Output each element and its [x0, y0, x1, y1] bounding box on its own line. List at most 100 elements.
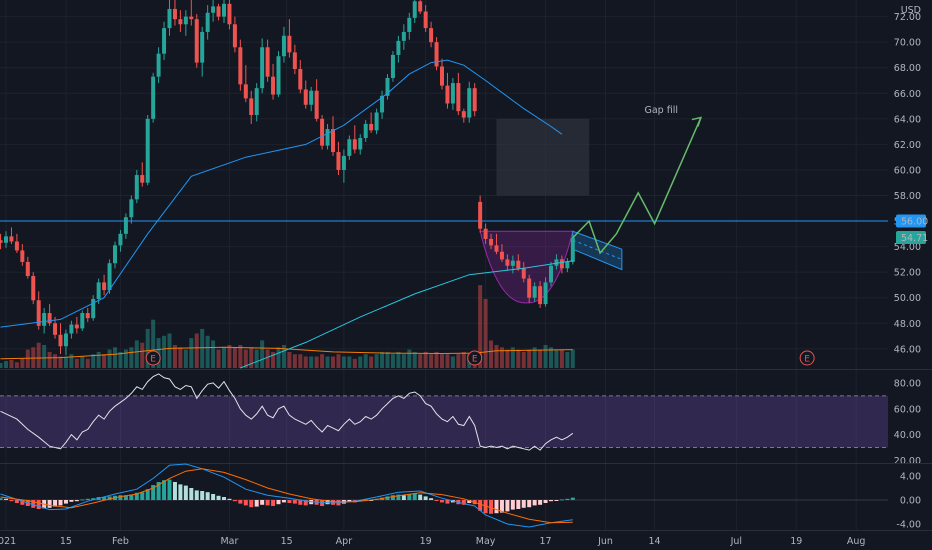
price-panel[interactable]: Gap fill E E E — [0, 0, 888, 530]
candle-body — [4, 236, 8, 243]
macd-hist-bar — [483, 500, 488, 514]
volume-bar — [118, 351, 123, 368]
macd-hist-bar — [412, 493, 417, 500]
candle-body — [0, 240, 3, 243]
candle-body — [232, 24, 237, 48]
volume-bar — [14, 362, 19, 368]
candle-body — [380, 95, 385, 113]
volume-bar — [80, 356, 85, 368]
volume-bar — [549, 347, 553, 368]
volume-bar — [494, 345, 499, 368]
macd-hist-bar — [510, 500, 515, 510]
macd-hist-bar — [107, 496, 112, 500]
volume-bar — [69, 354, 74, 368]
rsi-tick-label: 60.00 — [894, 404, 921, 415]
candle-body — [516, 260, 521, 269]
time-axis[interactable]: 2021 15 Feb Mar 15 Apr 19 May 17 Jun 14 Jul 19 Aug — [0, 536, 865, 547]
time-tick-label: Mar — [220, 536, 238, 547]
price-tick-label: 54.00 — [894, 242, 921, 253]
volume-bar — [456, 354, 461, 368]
macd-hist-bar — [167, 479, 172, 500]
macd-panel[interactable]: -4.00 0.00 4.00 — [0, 463, 921, 531]
macd-hist-bar — [461, 500, 466, 505]
macd-hist-bar — [549, 500, 553, 502]
volume-bar — [102, 354, 107, 368]
macd-hist-bar — [178, 484, 183, 500]
macd-hist-bar — [445, 500, 450, 504]
candle-body — [369, 123, 374, 131]
candle-body — [472, 88, 477, 112]
volume-bar — [440, 354, 444, 368]
candle-body — [510, 260, 515, 266]
volume-bar — [516, 349, 521, 368]
earnings-letter: E — [804, 355, 810, 365]
volume-bar — [113, 347, 117, 368]
time-tick-label: Aug — [847, 536, 866, 547]
last-price-tag: 54.71 — [896, 231, 928, 245]
channel-midline — [572, 239, 623, 260]
rsi-line — [0, 373, 574, 451]
volume-bar — [554, 349, 559, 368]
earnings-marker[interactable]: E — [799, 350, 815, 366]
macd-hist-bar — [287, 500, 292, 503]
volume-bar — [74, 358, 79, 368]
candle-body — [42, 313, 47, 326]
volume-bar — [478, 285, 483, 368]
candle-body — [145, 118, 150, 183]
candle-body — [341, 155, 346, 170]
macd-hist-bar — [418, 494, 423, 500]
candle-body — [200, 31, 205, 63]
macd-hist-bar — [363, 499, 368, 501]
macd-hist-bar — [53, 500, 58, 507]
candle-body — [205, 12, 210, 32]
volume-bar — [543, 345, 548, 368]
macd-hist-bar — [254, 500, 259, 507]
cup-pattern — [479, 230, 574, 304]
volume-bar — [232, 347, 237, 368]
macd-hist-bar — [211, 494, 216, 500]
earnings-marker[interactable]: E — [145, 350, 161, 366]
macd-hist-bar — [407, 494, 412, 500]
rsi-axis-ticks: 20.00 40.00 60.00 80.00 — [894, 378, 921, 467]
volume-bar — [434, 351, 439, 368]
macd-hist-bar — [532, 500, 537, 506]
volume-bar — [254, 349, 259, 368]
projection-arrow-path — [572, 117, 702, 255]
rsi-band — [0, 395, 888, 448]
candle-body — [249, 98, 254, 115]
rsi-panel[interactable]: 20.00 40.00 60.00 80.00 — [0, 373, 921, 467]
earnings-marker[interactable]: E — [467, 350, 483, 366]
candle-body — [527, 278, 532, 298]
candle-body — [85, 313, 90, 319]
hline-price-tag: 56.00 — [896, 214, 928, 228]
macd-hist-bar — [281, 500, 286, 503]
macd-hist-bar — [183, 485, 188, 500]
macd-hist-bar — [292, 500, 297, 504]
time-tick-label: 2021 — [0, 536, 16, 547]
candle-body — [450, 83, 455, 104]
gap-fill-zone: Gap fill — [496, 105, 678, 196]
volume-bar — [385, 351, 390, 368]
price-axis[interactable]: USD 46.00 48.00 50.00 52.00 54.00 56.00 58.00 6… — [894, 5, 928, 355]
time-tick-label: 19 — [790, 536, 802, 547]
macd-hist-bar — [31, 500, 36, 508]
volume-bar — [183, 349, 188, 368]
volume-bar — [129, 347, 134, 368]
macd-hist-bar — [140, 492, 145, 500]
candle-body — [281, 35, 286, 57]
candle-body — [440, 66, 444, 86]
volume-bar — [559, 349, 564, 368]
candle-body — [113, 245, 117, 264]
volume-bar — [325, 356, 330, 368]
candle-body — [156, 53, 161, 77]
candle-body — [167, 8, 172, 29]
macd-hist-bar — [396, 494, 401, 500]
volume-bar — [85, 358, 90, 368]
volume-bar — [347, 356, 352, 368]
candle-body — [407, 17, 412, 32]
volume-bar — [358, 356, 363, 368]
projection-arrow-head — [691, 116, 703, 127]
